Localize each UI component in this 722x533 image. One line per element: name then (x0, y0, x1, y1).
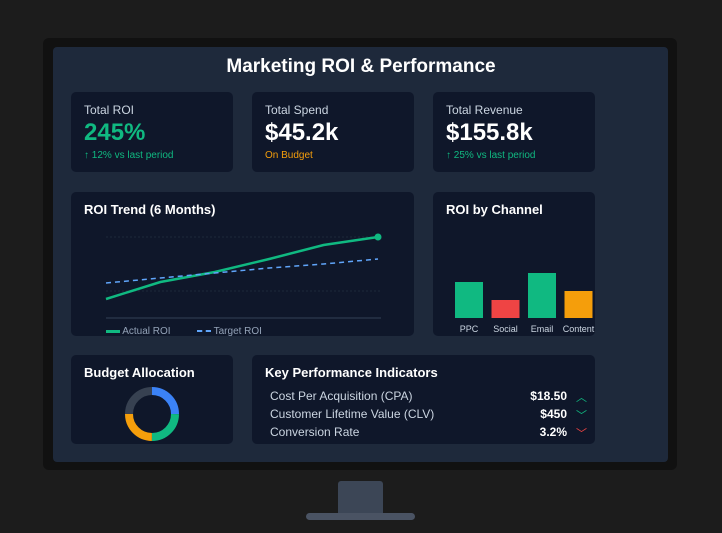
metric-card-roi: Total ROI 245% ↑ 12% vs last period (71, 92, 233, 172)
bar-ppc (455, 282, 483, 318)
bar-social (491, 300, 520, 318)
legend-swatch (106, 329, 120, 333)
roi-trend-chart (105, 233, 382, 319)
donut-segment (125, 387, 179, 441)
kpi-card: Key Performance Indicators Cost Per Acqu… (252, 355, 595, 444)
metric-card-revenue: Total Revenue $155.8k ↑ 25% vs last peri… (433, 92, 595, 172)
metric-card-spend: Total Spend $45.2k On Budget (252, 92, 414, 172)
budget-allocation-card: Budget Allocation (71, 355, 233, 444)
chevron-down-icon: ﹀ (576, 410, 587, 422)
bar-label: Content (563, 324, 595, 334)
chart-title: ROI by Channel (446, 202, 543, 217)
legend-swatch (197, 330, 211, 333)
bar-label: Social (493, 324, 518, 334)
legend-actual: Actual ROI (106, 326, 171, 337)
metric-value: 245% (84, 119, 146, 146)
series-line-1 (105, 258, 379, 284)
bar-content (564, 291, 593, 318)
kpi-label: Cost Per Acquisition (CPA) (270, 389, 413, 403)
metric-change: ↑ 12% vs last period (84, 150, 174, 161)
kpi-label: Customer Lifetime Value (CLV) (270, 407, 435, 421)
kpi-title: Key Performance Indicators (265, 365, 438, 380)
last-point-marker (374, 233, 382, 241)
roi-trend-card: ROI Trend (6 Months) Actual ROI Target R… (71, 192, 414, 337)
donut-segment (125, 387, 179, 441)
kpi-value: 3.2% (539, 425, 567, 439)
metric-label: Total Spend (265, 103, 329, 117)
monitor-stand-base (306, 513, 415, 520)
metric-value: $45.2k (265, 119, 339, 146)
bar-label: Email (531, 324, 554, 334)
kpi-value: $18.50 (530, 389, 567, 403)
roi-by-channel-chart: PPC Social Email Content (455, 273, 595, 334)
roi-by-channel-card: ROI by Channel PPC Social Email Content (433, 192, 595, 336)
metric-label: Total ROI (84, 103, 135, 117)
metric-change: ↑ 25% vs last period (446, 150, 536, 161)
kpi-label: Conversion Rate (270, 425, 360, 439)
bar-email (528, 273, 556, 318)
metric-label: Total Revenue (446, 103, 523, 117)
legend-label: Actual ROI (122, 326, 171, 337)
metric-value: $155.8k (446, 119, 533, 146)
series-line-0 (105, 235, 379, 301)
kpi-value: $450 (540, 407, 567, 421)
metric-status: On Budget (265, 150, 313, 161)
legend-target: Target ROI (197, 326, 262, 337)
chart-title: ROI Trend (6 Months) (84, 202, 216, 217)
budget-donut-chart (125, 387, 179, 441)
donut-segment (125, 387, 179, 441)
bar-label: PPC (460, 324, 479, 334)
chevron-up-icon: ︿ (576, 392, 587, 404)
chart-title: Budget Allocation (84, 365, 195, 380)
legend-label: Target ROI (213, 326, 262, 337)
chevron-down-icon: ﹀ (576, 428, 587, 440)
monitor-stand-neck (338, 481, 383, 514)
dashboard-title: Marketing ROI & Performance (226, 56, 496, 77)
